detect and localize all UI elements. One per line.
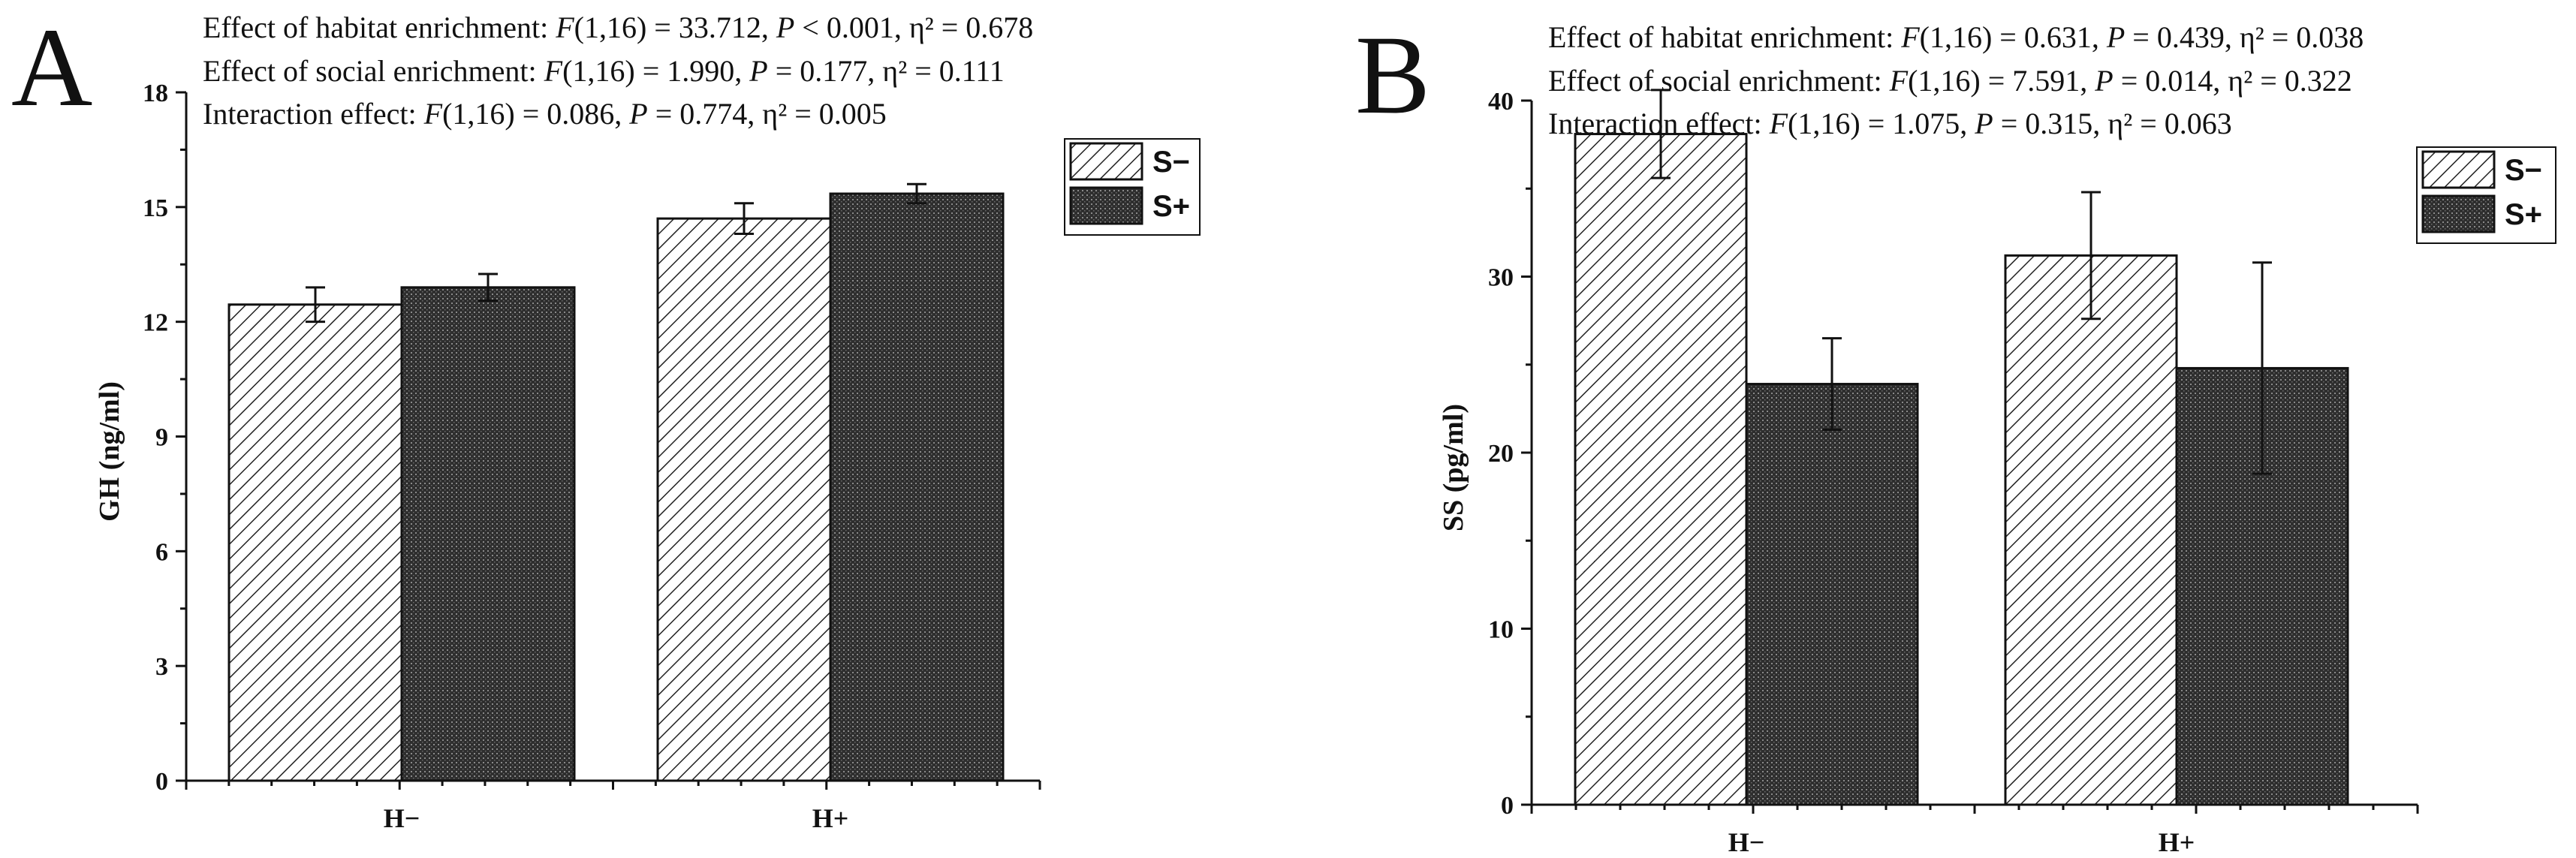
panel-b-y-tick-label: 0 [1501,792,1514,820]
panel-a-y-tick-label: 9 [155,424,168,452]
panel-b-bar-0-0 [1574,133,1748,806]
panel-b-errorbar-1-1 [2252,261,2272,475]
panel-a-errorbar-1-0 [734,202,754,235]
panel-b-category-label: H− [1728,827,1765,857]
panel-b-bar-0-1 [1745,383,1919,806]
chart-b: H− H+ 0 10 20 30 40 SS (pg/ml) S− S+ [1438,88,2556,857]
panel-b-category-label: H+ [2159,827,2195,857]
panel-b-stat-social: Effect of social enrichment: F(1,16) = 7… [1548,64,2352,98]
panel-b-y-tick-label: 20 [1488,440,1514,468]
panel-b: B Effect of habitat enrichment: F(1,16) … [1355,13,2556,857]
panel-b-y-tick-label: 30 [1488,264,1514,292]
panel-b-y-axis-title: SS (pg/ml) [1438,404,1469,531]
panel-a-errorbar-0-1 [478,272,498,303]
panel-b-stat-habitat: Effect of habitat enrichment: F(1,16) = … [1548,20,2364,54]
panel-a-stats: Effect of habitat enrichment: F(1,16) = … [203,11,1033,131]
panel-a-bar-1-1 [829,192,1005,782]
panel-a-bar-1-0 [656,217,832,782]
panel-a-y-tick-label: 18 [143,80,168,107]
panel-a-bar-0-0 [227,303,403,782]
panel-a-stat-interaction: Interaction effect: F(1,16) = 0.086, P =… [203,97,887,131]
panel-a-stat-social: Effect of social enrichment: F(1,16) = 1… [203,54,1005,88]
panel-a-legend-label: S+ [1152,190,1190,223]
panel-a-y-tick-label: 0 [155,768,168,796]
panel-a-category-label: H− [384,803,420,833]
panel-a-bar-0-1 [400,286,576,782]
panel-a-y-axis-title: GH (ng/ml) [94,381,125,522]
panel-b-errorbar-0-0 [1651,89,1671,179]
panel-b-letter: B [1355,13,1430,137]
panel-a-letter: A [11,5,92,130]
panel-a-stat-habitat: Effect of habitat enrichment: F(1,16) = … [203,11,1033,44]
panel-a-errorbar-1-1 [907,182,926,205]
panel-a-y-tick-label: 15 [143,194,168,222]
panel-a-errorbar-0-0 [306,286,325,324]
panel-b-errorbar-1-0 [2081,191,2101,321]
panel-a-legend: S− S+ [1064,138,1201,236]
panel-b-legend-swatch [2421,194,2496,233]
panel-b-stats: Effect of habitat enrichment: F(1,16) = … [1548,20,2364,140]
panel-b-stat-interaction: Interaction effect: F(1,16) = 1.075, P =… [1548,107,2232,140]
panel-a-legend-swatch [1069,142,1143,181]
panel-b-legend-label: S+ [2505,198,2542,231]
panel-b-errorbar-0-1 [1822,337,1842,432]
panel-a-y-tick-label: 3 [155,653,168,681]
panel-b-y-tick-label: 40 [1488,88,1514,116]
panel-a-y-tick-label: 12 [143,309,168,337]
chart-a: H− H+ 0 3 6 9 12 15 18 GH (ng/ml) S− S+ [94,80,1201,833]
panel-a: A Effect of habitat enrichment: F(1,16) … [11,5,1201,833]
panel-b-y-tick-label: 10 [1488,616,1514,644]
panel-b-legend-swatch [2421,150,2496,189]
panel-b-legend: S− S+ [2416,146,2556,244]
panel-a-category-label: H+ [812,803,849,833]
panel-a-legend-swatch [1069,186,1143,225]
panel-a-legend-label: S− [1152,146,1190,179]
panel-b-legend-label: S− [2505,154,2542,187]
panel-b-bar-1-0 [2004,254,2178,806]
panel-a-y-tick-label: 6 [155,538,168,566]
